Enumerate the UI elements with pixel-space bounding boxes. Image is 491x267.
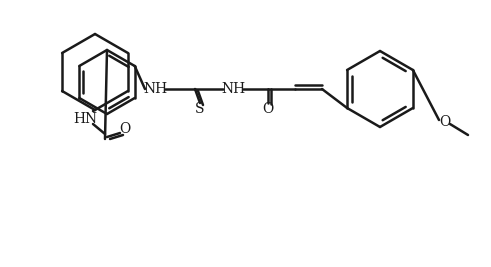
Text: O: O [439,115,451,129]
Text: O: O [262,102,273,116]
Text: HN: HN [73,112,97,126]
Text: O: O [119,122,131,136]
Text: NH: NH [143,82,167,96]
Text: S: S [195,102,205,116]
Text: NH: NH [221,82,245,96]
